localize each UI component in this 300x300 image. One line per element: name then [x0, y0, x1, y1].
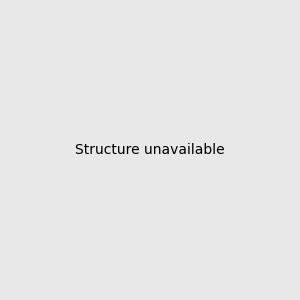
Text: Structure unavailable: Structure unavailable	[75, 143, 225, 157]
